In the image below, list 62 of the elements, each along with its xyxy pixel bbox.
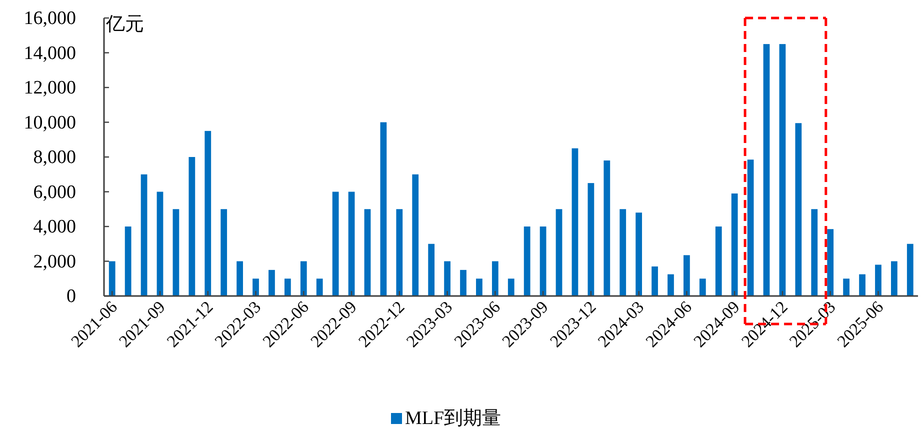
bar — [875, 264, 882, 296]
bar — [588, 183, 594, 296]
bar — [204, 130, 212, 296]
bar — [156, 192, 164, 296]
bar — [540, 226, 546, 296]
legend: MLF到期量 — [391, 408, 502, 429]
bar — [843, 278, 850, 296]
bar — [428, 244, 435, 296]
bar — [699, 278, 706, 296]
bar — [140, 174, 148, 296]
bar — [300, 261, 307, 296]
bar — [364, 209, 371, 296]
y-axis-title: 亿元 — [105, 14, 144, 35]
y-tick-label: 2,000 — [33, 251, 76, 272]
bar — [906, 244, 914, 296]
bar — [731, 193, 738, 296]
bar — [252, 278, 259, 296]
bar — [332, 192, 339, 296]
bar — [636, 212, 642, 296]
bar — [508, 278, 514, 296]
y-tick-label: 8,000 — [33, 147, 76, 168]
y-tick-label: 14,000 — [24, 42, 76, 64]
bar — [188, 157, 196, 296]
y-tick-label: 16,000 — [24, 8, 76, 29]
bar — [124, 226, 132, 296]
bar — [396, 209, 403, 296]
bar — [795, 123, 802, 296]
bar — [348, 192, 355, 296]
y-tick-label: 10,000 — [24, 112, 76, 134]
bar — [492, 261, 498, 296]
bar — [779, 44, 786, 296]
bar — [572, 148, 578, 296]
bar — [859, 274, 866, 296]
bar — [380, 122, 387, 296]
bar — [220, 209, 228, 296]
bar — [620, 209, 626, 296]
bar — [747, 160, 754, 296]
bar — [316, 278, 323, 296]
bar — [284, 278, 291, 296]
y-tick-label: 4,000 — [33, 216, 76, 238]
y-tick-label: 12,000 — [24, 78, 76, 98]
bar — [890, 261, 898, 296]
bar — [524, 226, 530, 296]
bar — [652, 266, 658, 296]
y-tick-label: 6,000 — [33, 182, 76, 203]
bar — [476, 278, 482, 296]
bar — [236, 261, 243, 296]
bar — [460, 270, 466, 296]
bar — [108, 261, 116, 296]
bar — [827, 229, 834, 296]
bar — [604, 160, 610, 296]
y-tick-label: 0 — [66, 286, 76, 307]
bar — [668, 274, 674, 296]
bar — [811, 209, 818, 296]
bar — [444, 261, 450, 296]
bar — [763, 44, 770, 296]
bar — [172, 209, 180, 296]
bar — [556, 209, 562, 296]
bar — [684, 255, 690, 296]
bar — [715, 226, 722, 296]
bar — [412, 174, 419, 296]
bar — [268, 270, 275, 296]
